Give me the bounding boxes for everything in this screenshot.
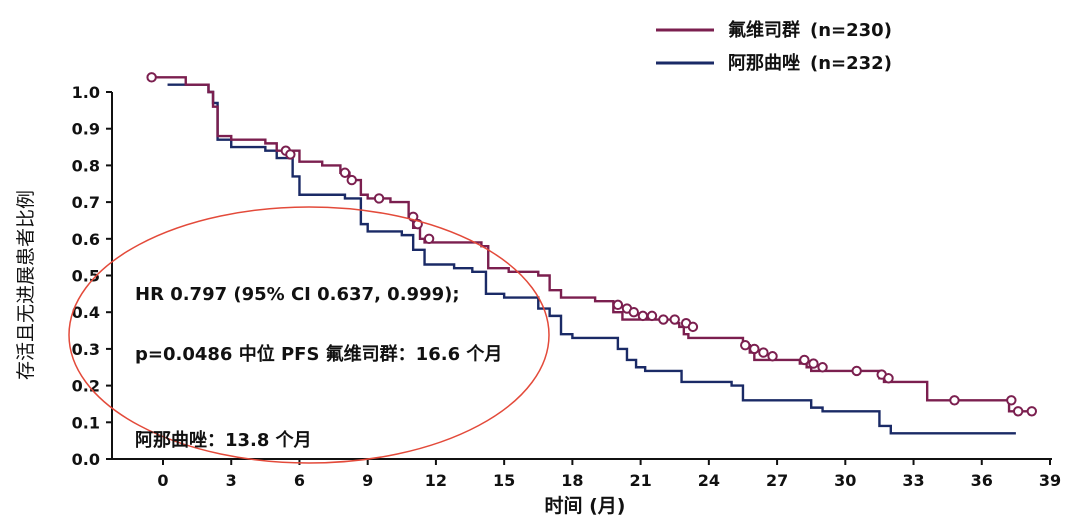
y-tick-label: 0.5 — [72, 267, 100, 286]
censor-mark — [883, 373, 894, 384]
annotation-ellipse — [68, 206, 550, 464]
annotation-hr: HR 0.797 (95% CI 0.637, 0.999); — [135, 284, 460, 305]
censor-mark — [423, 233, 435, 245]
annotation-block: HR 0.797 (95% CI 0.637, 0.999); p=0.0486… — [135, 284, 502, 451]
censor-mark — [339, 167, 351, 178]
censor-mark — [637, 310, 649, 322]
censor-mark — [1026, 406, 1038, 417]
legend-label-fulvestrant: 氟维司群 — [728, 19, 800, 41]
censor-mark — [1006, 395, 1017, 406]
y-tick-label: 0.4 — [72, 303, 100, 322]
censor-mark — [949, 395, 960, 406]
y-tick-label: 0.8 — [72, 156, 100, 175]
legend-n-anastrozole: (n=232) — [810, 53, 892, 74]
x-tick-label: 18 — [561, 471, 583, 490]
x-axis-title: 时间 (月) — [545, 495, 626, 517]
annotation-anastrozole-median: 阿那曲唑：13.8 个月 — [135, 429, 312, 451]
x-tick-label: 0 — [157, 471, 168, 490]
censor-mark — [851, 365, 862, 377]
x-tick-label: 27 — [766, 471, 788, 490]
censor-mark — [687, 321, 699, 333]
censor-mark — [669, 314, 680, 325]
censor-mark — [749, 343, 760, 355]
censor-mark — [799, 354, 810, 366]
censor-mark — [612, 299, 624, 311]
x-tick-label: 15 — [493, 471, 515, 490]
legend: 氟维司群 (n=230) 阿那曲唑 (n=232) — [656, 19, 892, 74]
censor-mark — [285, 149, 296, 160]
censor-mark — [758, 347, 769, 358]
x-tick-label: 30 — [834, 471, 856, 490]
censor-mark — [146, 72, 157, 83]
censor-mark — [817, 362, 828, 373]
x-tick-label: 12 — [425, 471, 447, 490]
legend-n-fulvestrant: (n=230) — [810, 20, 892, 41]
censor-mark — [346, 174, 357, 186]
censor-mark — [628, 307, 639, 318]
series-layer — [146, 72, 1038, 435]
x-tick-label: 3 — [226, 471, 237, 490]
y-tick-label: 0.3 — [72, 340, 100, 359]
censor-mark — [808, 358, 819, 369]
x-ticks: 0 3 6 9 12 15 18 21 24 27 30 33 36 39 — [157, 459, 1061, 490]
y-tick-label: 1.0 — [72, 83, 100, 102]
x-tick-label: 24 — [698, 471, 720, 490]
y-tick-label: 0.7 — [72, 193, 100, 212]
censor-mark — [767, 351, 778, 362]
censor-mark — [740, 340, 751, 351]
x-tick-label: 36 — [971, 471, 993, 490]
series-line-anastrozole — [167, 83, 1016, 435]
y-ticks: 0.00.10.20.30.40.50.60.70.80.91.0 — [72, 83, 112, 469]
x-tick-label: 39 — [1039, 471, 1061, 490]
x-tick-label: 21 — [629, 471, 651, 490]
censor-mark — [373, 193, 385, 204]
x-tick-label: 6 — [294, 471, 305, 490]
annotation-p-median: p=0.0486 中位 PFS 氟维司群：16.6 个月 — [135, 343, 502, 365]
censor-mark — [646, 310, 658, 322]
y-tick-label: 0.9 — [72, 120, 100, 139]
y-tick-label: 0.1 — [72, 413, 100, 432]
x-tick-label: 33 — [902, 471, 924, 490]
legend-label-anastrozole: 阿那曲唑 — [728, 52, 800, 74]
y-tick-label: 0.6 — [72, 230, 100, 249]
x-tick-label: 9 — [362, 471, 373, 490]
censor-mark — [658, 314, 669, 325]
censor-mark — [1012, 406, 1024, 417]
y-tick-label: 0.0 — [72, 450, 100, 469]
y-axis-title: 存活且无进展患者比例 — [15, 190, 37, 380]
